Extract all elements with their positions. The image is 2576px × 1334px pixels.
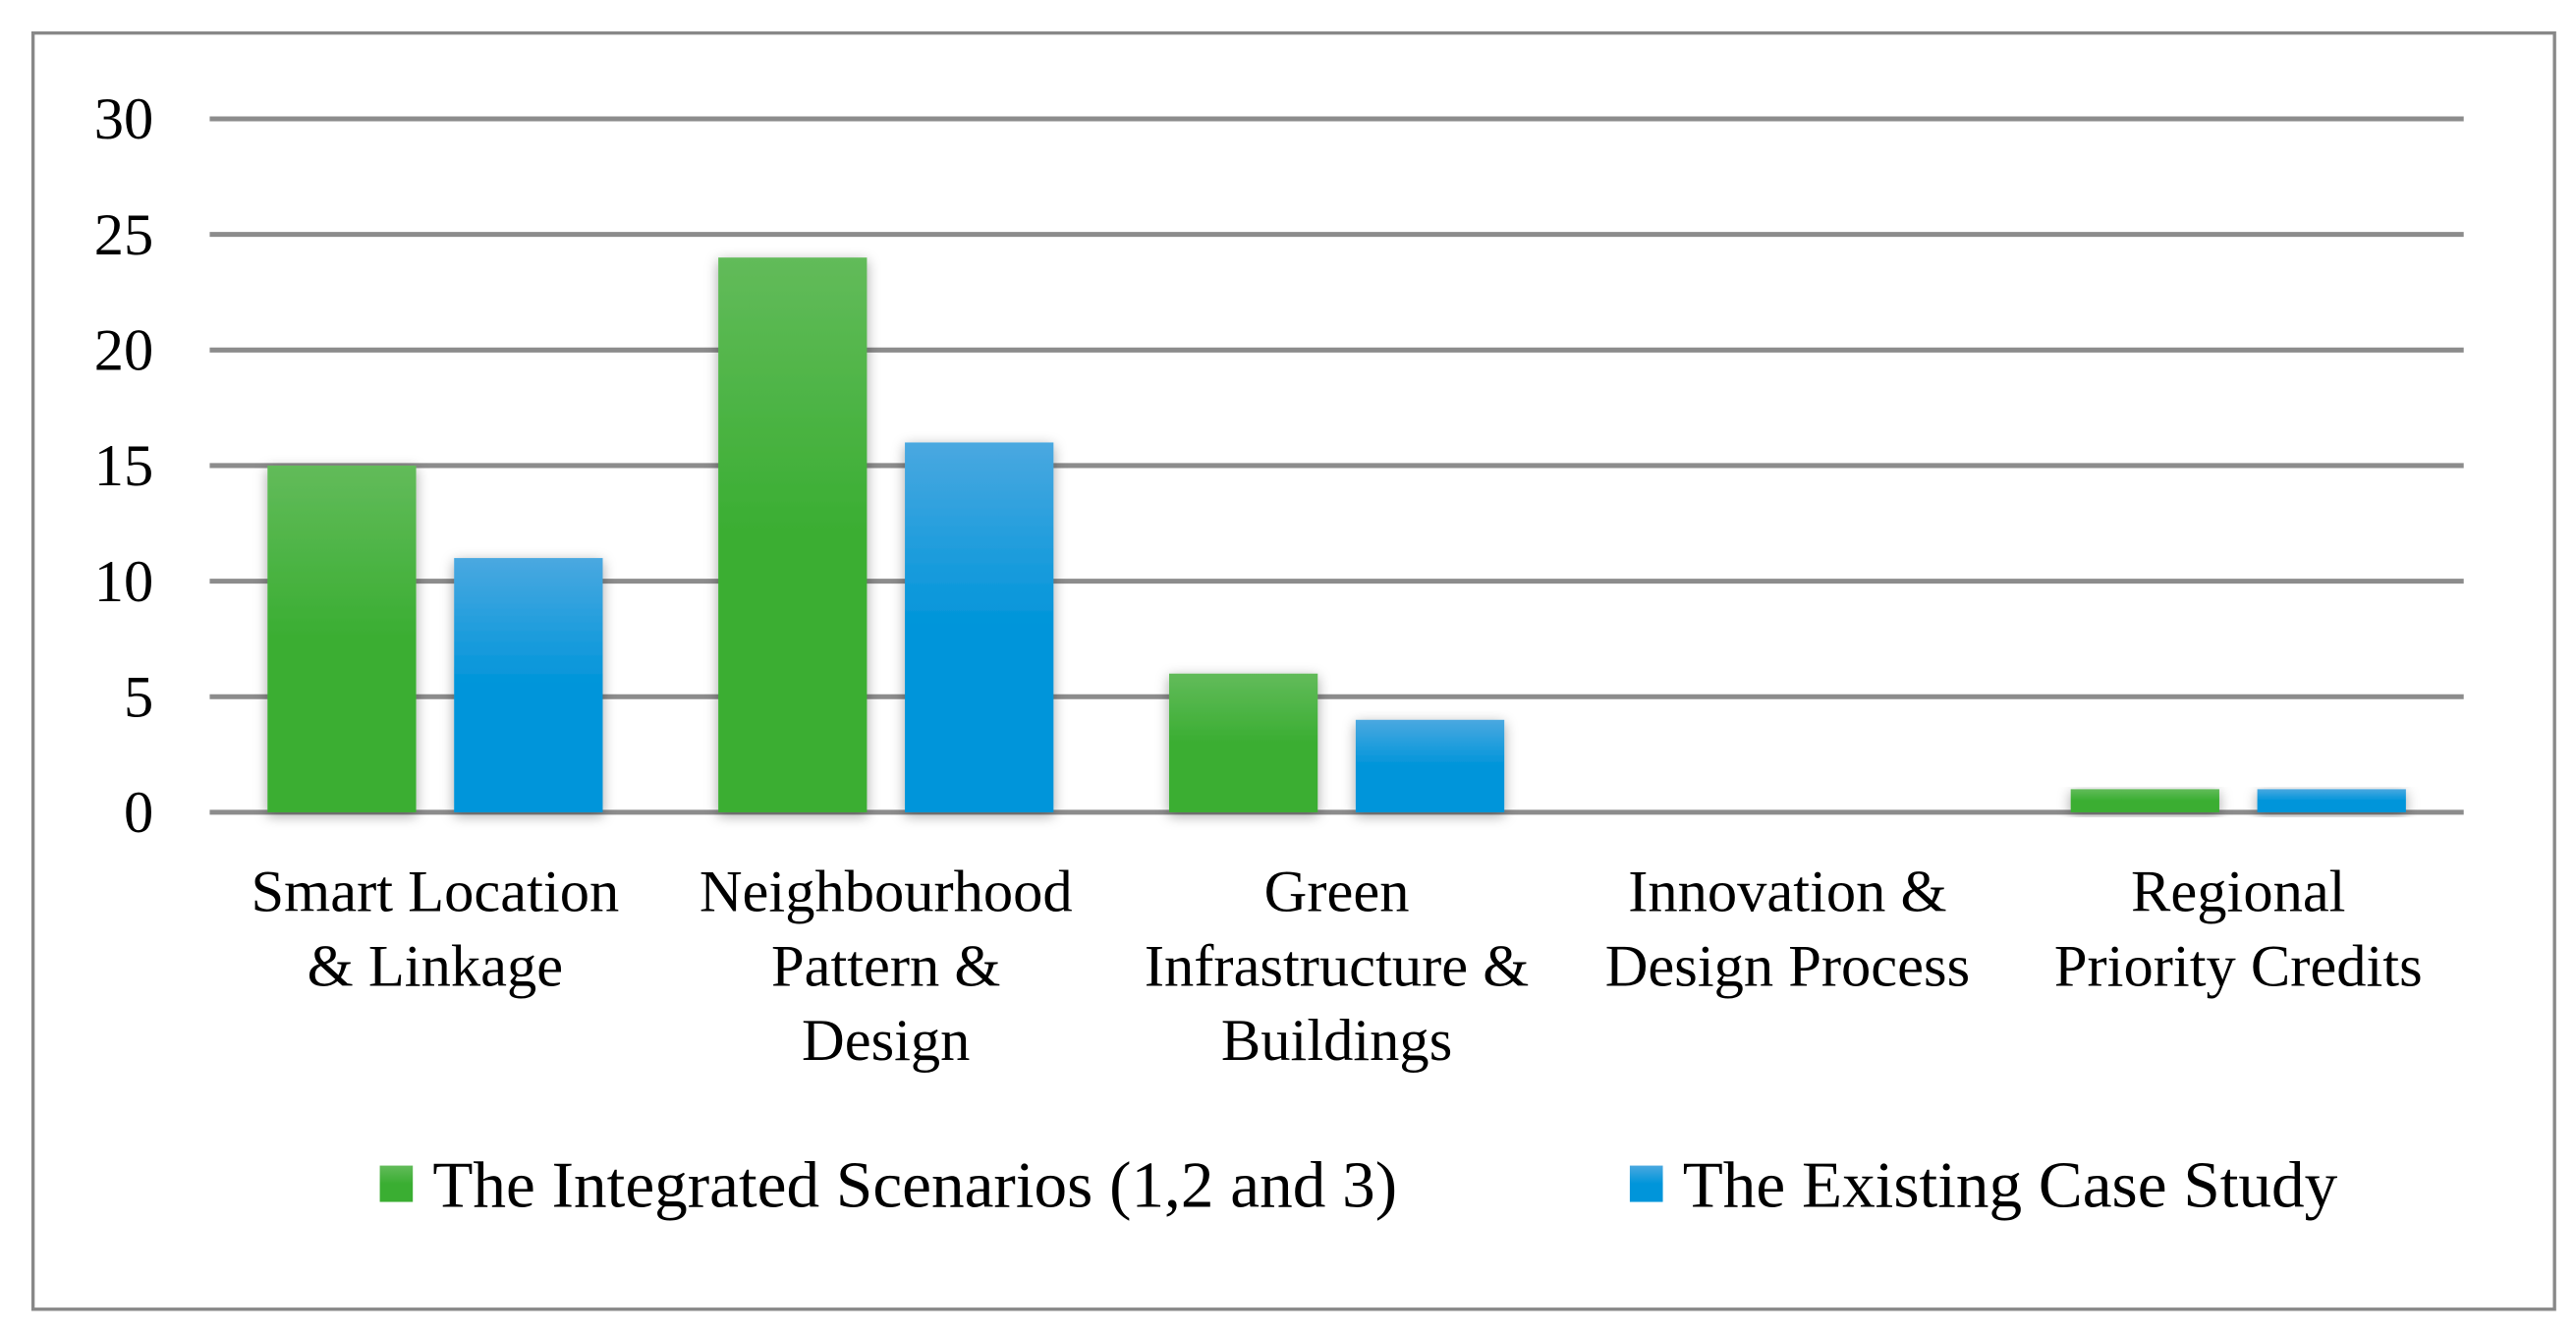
y-tick-label: 10 (94, 549, 154, 615)
bar-integrated (718, 257, 868, 812)
x-category-label: Regional (2131, 860, 2345, 925)
legend-label: The Existing Case Study (1683, 1148, 2338, 1222)
legend: The Integrated Scenarios (1,2 and 3) The … (379, 1148, 2338, 1222)
x-category-label: Green (1264, 860, 1410, 925)
legend-label: The Integrated Scenarios (1,2 and 3) (432, 1148, 1397, 1222)
bar-existing (454, 558, 603, 812)
bar-integrated (1168, 673, 1318, 812)
bar-integrated (267, 465, 417, 812)
x-category-label: Innovation & (1628, 860, 1946, 925)
y-tick-label: 15 (94, 433, 154, 499)
y-tick-label: 5 (124, 664, 153, 730)
x-category-label: Design (802, 1008, 970, 1074)
y-tick-label: 20 (94, 317, 154, 383)
bar-integrated (2070, 789, 2219, 812)
x-category-label: Design Process (1605, 933, 1970, 999)
x-category-label: Neighbourhood (700, 860, 1073, 925)
x-category-label: Smart Location (252, 860, 620, 925)
bar-existing (1355, 719, 1505, 812)
legend-swatch (379, 1165, 414, 1202)
x-category-label: & Linkage (308, 933, 563, 999)
chart-border (30, 30, 2556, 1311)
legend-swatch (1629, 1165, 1663, 1202)
x-category-label: Priority Credits (2054, 933, 2423, 999)
y-tick-label: 30 (94, 86, 154, 152)
bar-existing (905, 442, 1054, 812)
y-tick-label: 0 (124, 780, 153, 846)
x-category-label: Infrastructure & (1145, 933, 1529, 999)
x-category-label: Buildings (1221, 1008, 1452, 1074)
x-category-label: Pattern & (771, 933, 1001, 999)
y-tick-label: 25 (94, 202, 154, 268)
bar-existing (2257, 789, 2406, 812)
